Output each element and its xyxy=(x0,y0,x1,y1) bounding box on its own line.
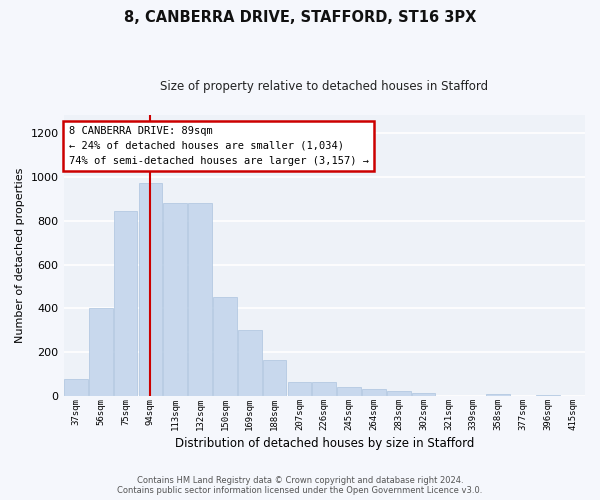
Bar xyxy=(313,382,336,396)
X-axis label: Distribution of detached houses by size in Stafford: Distribution of detached houses by size … xyxy=(175,437,474,450)
Bar xyxy=(64,379,88,396)
Bar xyxy=(387,391,410,396)
Bar xyxy=(362,388,386,396)
Bar xyxy=(163,203,187,396)
Bar xyxy=(238,330,262,396)
Bar xyxy=(89,308,113,396)
Y-axis label: Number of detached properties: Number of detached properties xyxy=(15,168,25,344)
Bar xyxy=(287,382,311,396)
Text: 8, CANBERRA DRIVE, STAFFORD, ST16 3PX: 8, CANBERRA DRIVE, STAFFORD, ST16 3PX xyxy=(124,10,476,25)
Bar xyxy=(139,183,162,396)
Bar xyxy=(337,386,361,396)
Bar xyxy=(486,394,510,396)
Text: Contains HM Land Registry data © Crown copyright and database right 2024.
Contai: Contains HM Land Registry data © Crown c… xyxy=(118,476,482,495)
Bar xyxy=(213,298,237,396)
Bar xyxy=(412,393,436,396)
Title: Size of property relative to detached houses in Stafford: Size of property relative to detached ho… xyxy=(160,80,488,93)
Bar xyxy=(263,360,286,397)
Bar xyxy=(188,203,212,396)
Bar xyxy=(114,210,137,396)
Text: 8 CANBERRA DRIVE: 89sqm
← 24% of detached houses are smaller (1,034)
74% of semi: 8 CANBERRA DRIVE: 89sqm ← 24% of detache… xyxy=(68,126,368,166)
